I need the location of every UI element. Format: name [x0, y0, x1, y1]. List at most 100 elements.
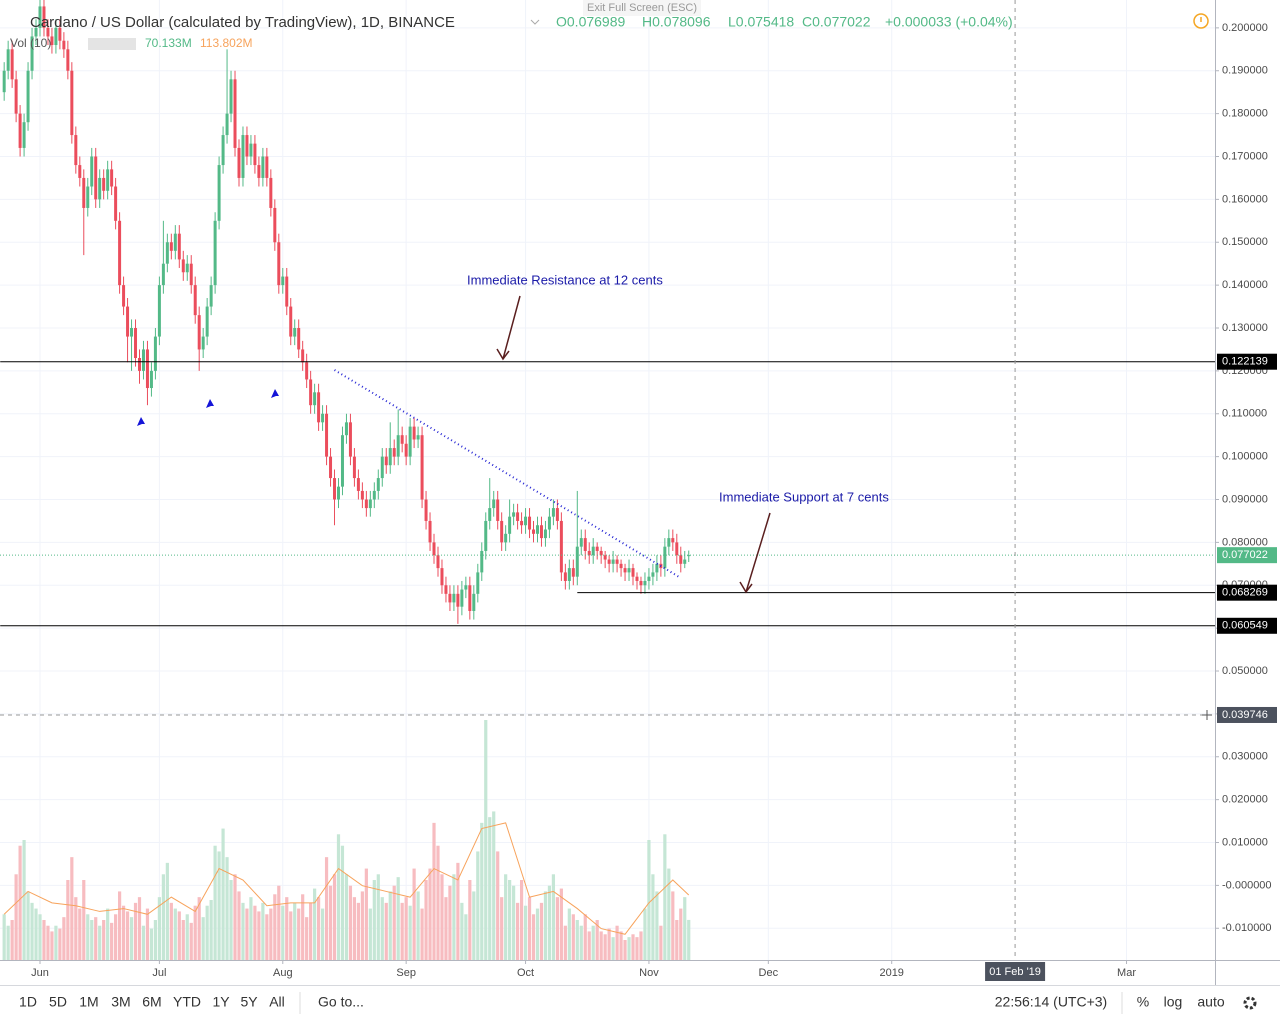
volume-bar — [444, 897, 448, 960]
goto-button[interactable]: Go to... — [318, 994, 364, 1010]
volume-bar — [651, 874, 655, 960]
candle-body — [591, 546, 595, 556]
y-tick-label: 0.100000 — [1222, 451, 1268, 463]
candle-body — [86, 186, 90, 208]
volume-bar — [261, 902, 265, 960]
volume-bar — [376, 874, 380, 960]
candle-body — [130, 328, 134, 337]
volume-bar — [420, 908, 424, 960]
volume-bar — [627, 937, 631, 960]
volume-ma-line — [3, 822, 690, 935]
option-button[interactable]: auto — [1197, 994, 1224, 1010]
volume-bar — [607, 928, 611, 960]
exit-fullscreen[interactable]: Exit Full Screen (ESC) — [587, 2, 697, 14]
volume-bar — [452, 874, 456, 960]
candle-body — [181, 259, 185, 273]
candle-body — [217, 165, 221, 221]
range-button[interactable]: 5Y — [240, 994, 258, 1010]
volume-bar — [416, 891, 420, 960]
indicator-buttons[interactable] — [88, 38, 136, 50]
candle-body — [344, 422, 348, 436]
volume-bar — [66, 880, 70, 960]
candle-body — [539, 525, 543, 539]
dropdown-caret[interactable] — [530, 19, 540, 25]
volume-bar — [98, 925, 102, 960]
range-button[interactable]: YTD — [173, 994, 201, 1010]
range-button[interactable]: 1M — [79, 994, 98, 1010]
volume-bar — [169, 902, 173, 960]
exit-fullscreen-bg[interactable] — [583, 0, 701, 16]
x-tick-label: Nov — [639, 967, 659, 979]
candle-body — [512, 512, 516, 517]
y-tick-label: 0.170000 — [1222, 150, 1268, 162]
candle-body — [452, 593, 456, 603]
candle-body — [400, 435, 404, 444]
volume-bar — [679, 908, 683, 960]
candle-body — [643, 580, 647, 586]
candle-body — [587, 550, 591, 556]
candle-body — [153, 336, 157, 371]
option-button[interactable]: % — [1137, 994, 1149, 1010]
plot-area — [0, 0, 1215, 960]
volume-bar — [488, 817, 492, 960]
candle-body — [360, 490, 364, 500]
volume-bar — [293, 902, 297, 960]
x-tick-label: Jul — [152, 967, 166, 979]
option-button[interactable]: log — [1164, 994, 1183, 1010]
candle-body — [388, 448, 392, 466]
candle-body — [472, 593, 476, 611]
level-label-bg — [1217, 353, 1277, 370]
candle-body — [241, 135, 245, 178]
candle-body — [336, 486, 340, 500]
x-tick-label: Mar — [1117, 967, 1136, 979]
candle-body — [42, 6, 46, 28]
volume-bar — [121, 905, 126, 960]
candle-body — [137, 358, 141, 371]
candle-body — [169, 242, 173, 251]
range-button[interactable]: All — [269, 994, 285, 1010]
candle-body — [114, 186, 118, 221]
crosshair-y-label-bg — [1217, 706, 1277, 723]
candle-body — [504, 533, 508, 543]
volume-bar — [241, 902, 245, 960]
volume-bar — [125, 911, 130, 960]
candle-body — [683, 559, 687, 564]
volume-bar — [273, 894, 277, 960]
volume-bar — [623, 940, 627, 960]
candle-body — [595, 546, 599, 551]
marker — [137, 417, 145, 426]
volume-bar — [404, 897, 408, 960]
candle-body — [480, 550, 484, 573]
volume-bar — [161, 874, 165, 960]
candle-body — [6, 49, 10, 71]
volume-bar — [328, 885, 333, 960]
candle-body — [424, 499, 428, 521]
range-button[interactable]: 1Y — [212, 994, 230, 1010]
candle-body — [412, 426, 416, 440]
candle-body — [102, 177, 106, 191]
candle-body — [157, 285, 161, 337]
level-label-bg — [1217, 617, 1277, 634]
volume-bar — [117, 891, 122, 960]
candle-body — [94, 156, 98, 200]
candle-body — [555, 508, 559, 521]
volume-bar — [320, 908, 325, 960]
candle-body — [520, 520, 524, 526]
bottom-toolbar: 1D 5D 1M 3M 6M YTD 1Y 5Y All Go to... 22:56:14 (UT… — [0, 985, 1280, 1014]
volume-bar — [253, 905, 257, 960]
alert-icon[interactable] — [1193, 13, 1209, 29]
range-button[interactable]: 5D — [49, 994, 67, 1010]
settings-icon[interactable] — [1243, 996, 1257, 1010]
volume-bar — [70, 857, 74, 960]
candle-body — [340, 435, 344, 487]
candle-body — [201, 336, 205, 350]
y-tick-label: 0.140000 — [1222, 279, 1268, 291]
candle-body — [189, 263, 193, 286]
range-button[interactable]: 3M — [111, 994, 130, 1010]
volume-bar — [141, 925, 146, 960]
candle-body — [122, 285, 126, 307]
range-button[interactable]: 6M — [142, 994, 161, 1010]
candle-body — [134, 328, 138, 359]
range-button[interactable]: 1D — [19, 994, 37, 1010]
candle-body — [404, 443, 408, 457]
